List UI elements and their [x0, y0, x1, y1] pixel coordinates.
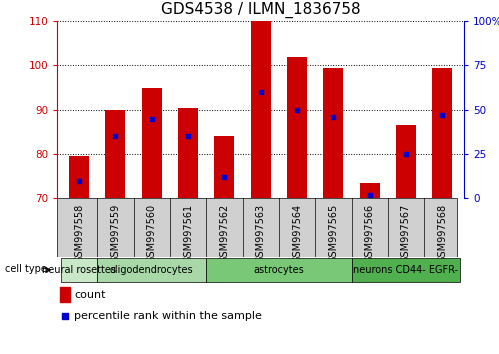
- Bar: [215, 136, 235, 198]
- Bar: [69, 156, 89, 198]
- Text: neurons CD44- EGFR-: neurons CD44- EGFR-: [353, 265, 459, 275]
- Point: [402, 151, 410, 157]
- Bar: [142, 88, 162, 198]
- Text: astrocytes: astrocytes: [253, 265, 304, 275]
- Point: [61, 314, 69, 319]
- Bar: [206, 258, 351, 282]
- Point: [111, 133, 119, 139]
- Point: [148, 116, 156, 121]
- Text: count: count: [74, 290, 106, 300]
- Text: oligodendrocytes: oligodendrocytes: [110, 265, 194, 275]
- Text: GSM997567: GSM997567: [401, 204, 411, 263]
- Point: [184, 133, 192, 139]
- Point: [293, 107, 301, 113]
- Text: GSM997560: GSM997560: [147, 204, 157, 263]
- Text: GSM997564: GSM997564: [292, 204, 302, 263]
- Bar: [250, 21, 271, 198]
- Point: [257, 89, 265, 95]
- Text: percentile rank within the sample: percentile rank within the sample: [74, 311, 262, 321]
- Text: GSM997568: GSM997568: [437, 204, 447, 263]
- Bar: [351, 258, 461, 282]
- Title: GDS4538 / ILMN_1836758: GDS4538 / ILMN_1836758: [161, 2, 361, 18]
- Text: neural rosettes: neural rosettes: [42, 265, 116, 275]
- Point: [329, 114, 337, 120]
- Point: [75, 178, 83, 183]
- Text: cell type: cell type: [4, 264, 46, 274]
- Text: GSM997565: GSM997565: [328, 204, 338, 263]
- Bar: [60, 287, 69, 302]
- Point: [438, 112, 446, 118]
- Bar: [360, 183, 380, 198]
- Bar: [105, 110, 125, 198]
- Bar: [432, 68, 452, 198]
- Text: GSM997558: GSM997558: [74, 204, 84, 263]
- Text: GSM997563: GSM997563: [255, 204, 266, 263]
- Text: GSM997562: GSM997562: [220, 204, 230, 263]
- Text: GSM997566: GSM997566: [365, 204, 375, 263]
- Bar: [396, 125, 416, 198]
- Point: [366, 192, 374, 198]
- Point: [221, 174, 229, 180]
- Text: GSM997561: GSM997561: [183, 204, 193, 263]
- Text: GSM997559: GSM997559: [110, 204, 120, 263]
- Bar: [97, 258, 206, 282]
- Bar: [323, 68, 343, 198]
- Bar: [178, 108, 198, 198]
- Bar: [61, 258, 97, 282]
- Bar: [287, 57, 307, 198]
